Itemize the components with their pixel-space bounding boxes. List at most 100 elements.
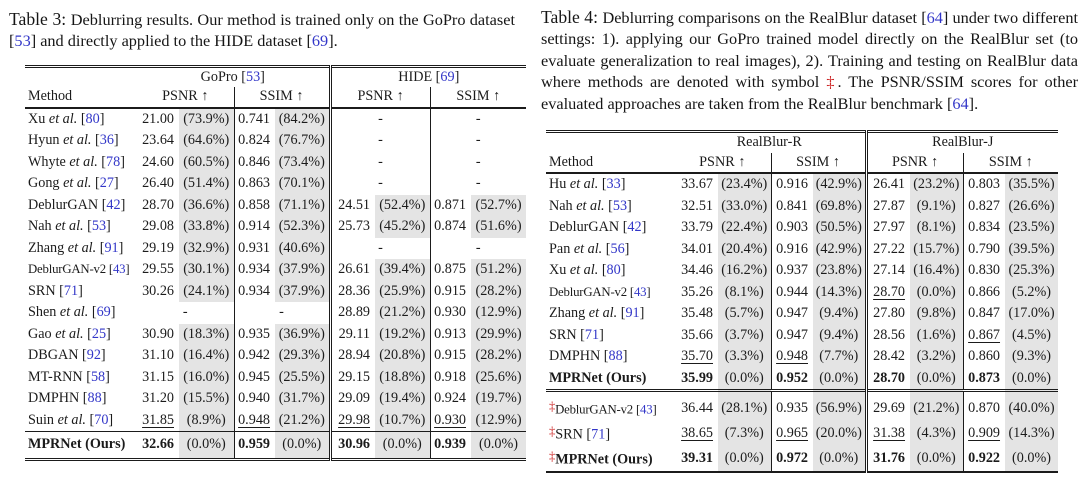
metric-number: 30.26 bbox=[142, 282, 174, 299]
citation-link[interactable]: 64 bbox=[952, 93, 969, 113]
citation-link[interactable]: 53 bbox=[245, 68, 261, 85]
metric-number: 0.944 bbox=[776, 283, 808, 300]
metric-value: 36.44 bbox=[674, 389, 718, 422]
metric-number: 28.36 bbox=[338, 282, 371, 299]
citation-link[interactable]: 56 bbox=[610, 240, 625, 257]
citation-link[interactable]: 53 bbox=[612, 197, 628, 214]
method-name: Zhang et al. bbox=[549, 305, 618, 322]
metric-number: 0.930 bbox=[434, 304, 467, 321]
citation-link[interactable]: 71 bbox=[63, 282, 79, 299]
citation-link[interactable]: 88 bbox=[87, 390, 102, 407]
relative-error-value: (14.3%) bbox=[813, 281, 867, 304]
metric-number: 31.85 bbox=[142, 411, 174, 428]
method-name: DeblurGAN bbox=[28, 196, 99, 213]
metric-value: 0.948 bbox=[770, 346, 813, 368]
metric-number: 23.64 bbox=[142, 132, 174, 149]
dagger-icon: ‡ bbox=[549, 449, 556, 464]
ssim-column-header: SSIM ↑ bbox=[962, 152, 1059, 175]
et-al-label: et al. bbox=[56, 304, 89, 321]
method-name: Nah et al. bbox=[28, 218, 84, 235]
metric-value: 0.874 bbox=[429, 216, 472, 238]
relative-error-value: (73.9%) bbox=[179, 107, 234, 131]
method-cell: DMPHN [88] bbox=[28, 390, 107, 407]
citation-link[interactable]: 42 bbox=[627, 219, 642, 236]
method-cell: Shen et al. [69] bbox=[28, 304, 116, 321]
method-name: Shen et al. bbox=[28, 304, 89, 321]
metric-number: 0.935 bbox=[238, 325, 270, 342]
citation-link[interactable]: 88 bbox=[608, 348, 623, 365]
relative-error-value: (56.9%) bbox=[813, 389, 867, 422]
method-cell: Pan et al. [56] bbox=[549, 240, 630, 257]
citation-link[interactable]: 69 bbox=[440, 68, 455, 85]
citation-link[interactable]: 33 bbox=[606, 176, 621, 193]
relative-error-value: (19.7%) bbox=[471, 388, 527, 410]
missing-value: - bbox=[429, 151, 527, 174]
relative-error-value: (29.9%) bbox=[471, 323, 527, 346]
citation-link[interactable]: 36 bbox=[99, 132, 114, 149]
metric-number: 0.948 bbox=[776, 348, 808, 365]
citation-link[interactable]: 43 bbox=[633, 284, 647, 299]
citation-link[interactable]: 70 bbox=[94, 411, 109, 428]
citation-link[interactable]: 53 bbox=[91, 218, 107, 235]
citation-link[interactable]: 64 bbox=[926, 8, 943, 27]
relative-error-value: (9.4%) bbox=[813, 303, 867, 325]
metric-number: 0.803 bbox=[968, 176, 1001, 193]
method-cell: Gao et al. [25] bbox=[28, 325, 111, 342]
citation-link[interactable]: 42 bbox=[106, 196, 121, 213]
citation-link[interactable]: 69 bbox=[96, 304, 111, 321]
metric-number: 0.945 bbox=[238, 368, 270, 385]
metric-number: 0.875 bbox=[434, 261, 467, 278]
citation-link[interactable]: 78 bbox=[106, 153, 121, 170]
method-cell: Xu et al. [80] bbox=[28, 110, 105, 127]
method-name: MPRNet (Ours) bbox=[549, 369, 647, 386]
relative-error-value: (50.5%) bbox=[813, 217, 867, 239]
metric-number: 29.69 bbox=[873, 399, 906, 416]
metric-value: 31.10 bbox=[137, 345, 179, 367]
table-row: Nah et al. [53] 29.08 (33.8%) 0.914 (52.3%) 2… bbox=[25, 216, 527, 238]
method-name: Zhang et al. bbox=[28, 239, 97, 256]
metric-value: 29.08 bbox=[137, 216, 179, 238]
method-name: Pan et al. bbox=[549, 240, 603, 257]
metric-value: 0.945 bbox=[233, 366, 275, 389]
metric-number: 0.916 bbox=[776, 176, 808, 193]
metric-number: 0.930 bbox=[434, 411, 467, 428]
table-row: ‡MPRNet (Ours) 39.31 (0.0%) 0.972 (0.0%) 31.7… bbox=[546, 446, 1059, 473]
method-name: DeblurGAN-v2 bbox=[555, 402, 633, 417]
citation-link[interactable]: 53 bbox=[14, 31, 31, 51]
citation-link[interactable]: 91 bbox=[625, 305, 640, 322]
metric-number: 0.916 bbox=[776, 240, 808, 257]
citation-link[interactable]: 71 bbox=[584, 326, 600, 343]
metric-number: 0.959 bbox=[238, 436, 270, 453]
citation-link[interactable]: 69 bbox=[311, 31, 329, 51]
citation-link[interactable]: 92 bbox=[86, 347, 101, 364]
method-cell: SRN [71] bbox=[549, 326, 604, 343]
et-al-label: et al. bbox=[51, 218, 84, 235]
citation-link[interactable]: 80 bbox=[606, 262, 621, 279]
metric-number: 0.939 bbox=[434, 436, 467, 453]
relative-error-value: (39.5%) bbox=[1005, 238, 1059, 261]
relative-error-value: (25.5%) bbox=[275, 366, 331, 389]
citation-link[interactable]: 91 bbox=[104, 239, 119, 256]
table-row: Gong et al. [27] 26.40 (51.4%) 0.863 (70.1%)… bbox=[25, 173, 527, 195]
method-cell: Nah et al. [53] bbox=[549, 197, 632, 214]
relative-error-value: (8.1%) bbox=[910, 217, 964, 239]
metric-value: 0.870 bbox=[962, 389, 1006, 422]
citation-link[interactable]: 71 bbox=[591, 426, 606, 443]
citation-link[interactable]: 43 bbox=[112, 262, 126, 277]
metric-value: 0.860 bbox=[962, 346, 1006, 368]
citation-link[interactable]: 80 bbox=[85, 110, 100, 127]
citation-link[interactable]: 25 bbox=[91, 325, 107, 342]
citation-link[interactable]: 27 bbox=[99, 175, 114, 192]
caption-text: Deblurring comparisons on the RealBlur d… bbox=[602, 8, 927, 27]
relative-error-value: (33.8%) bbox=[179, 216, 234, 238]
metric-number: 38.65 bbox=[681, 424, 713, 441]
relative-error-value: (12.9%) bbox=[471, 409, 527, 432]
citation-link[interactable]: 43 bbox=[640, 402, 653, 417]
missing-value: - bbox=[429, 130, 527, 152]
metric-value: 0.939 bbox=[429, 431, 472, 460]
citation-link[interactable]: 58 bbox=[90, 368, 106, 385]
method-name: DeblurGAN-v2 bbox=[28, 262, 106, 277]
metric-number: 29.09 bbox=[338, 390, 371, 407]
metric-value: 0.827 bbox=[962, 195, 1006, 218]
method-name: Xu et al. bbox=[549, 262, 599, 279]
